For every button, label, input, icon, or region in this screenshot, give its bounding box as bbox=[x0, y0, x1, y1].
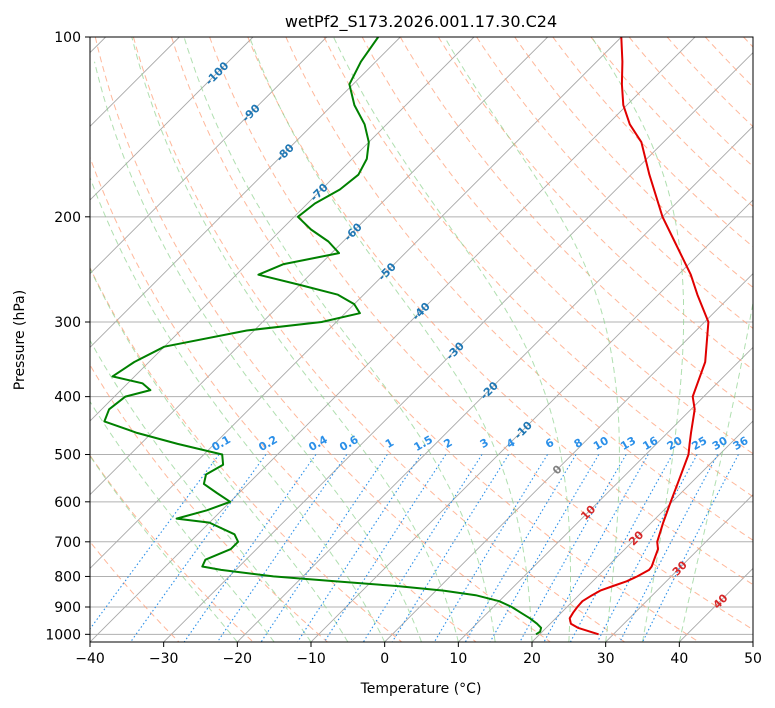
moist-adiabat bbox=[90, 176, 386, 642]
mixing-ratio-line bbox=[183, 454, 317, 642]
moist-adiabat bbox=[249, 37, 533, 642]
x-tick-label: −30 bbox=[149, 651, 179, 667]
y-tick-label: 1000 bbox=[45, 627, 81, 643]
dry-adiabat bbox=[90, 155, 477, 642]
y-tick-label: 800 bbox=[54, 569, 81, 585]
isotherm-line bbox=[90, 37, 401, 348]
isotherm-line bbox=[458, 346, 753, 642]
dry-adiabat bbox=[90, 364, 328, 642]
background-lines bbox=[90, 37, 753, 642]
isotherm-line bbox=[384, 273, 753, 642]
y-tick-label: 700 bbox=[54, 535, 81, 551]
x-tick-label: −10 bbox=[296, 651, 326, 667]
temperature-profile bbox=[568, 37, 710, 636]
mixing-ratio-line bbox=[130, 454, 267, 642]
dry-adiabat bbox=[171, 37, 700, 642]
x-tick-label: 50 bbox=[744, 651, 762, 667]
moist-adiabat bbox=[183, 37, 496, 642]
plot-frame bbox=[89, 36, 754, 643]
mixing-ratio-line bbox=[619, 454, 719, 642]
mixing-ratio-line bbox=[543, 454, 649, 642]
x-tick-label: 0 bbox=[380, 651, 389, 667]
isotherm-line bbox=[531, 420, 753, 642]
isotherm-line bbox=[90, 37, 622, 569]
profile-lines bbox=[103, 37, 710, 636]
moist-adiabat bbox=[90, 267, 349, 642]
mixing-ratio-line bbox=[489, 454, 600, 642]
dry-adiabat bbox=[285, 37, 753, 541]
mixing-ratio-line bbox=[90, 454, 220, 630]
x-tick-label: 30 bbox=[597, 651, 615, 667]
mixing-ratio-line bbox=[260, 454, 388, 642]
x-tick-label: −40 bbox=[75, 651, 105, 667]
isotherm-line bbox=[90, 37, 548, 496]
y-axis-label: Pressure (hPa) bbox=[12, 290, 28, 390]
isotherm-line bbox=[237, 125, 753, 642]
mixing-ratio-line bbox=[642, 454, 739, 642]
y-tick-label: 300 bbox=[54, 315, 81, 331]
y-tick-label: 200 bbox=[54, 210, 81, 226]
dry-adiabat bbox=[514, 37, 753, 289]
x-tick-label: 20 bbox=[523, 651, 541, 667]
mixing-ratio-line bbox=[464, 454, 577, 642]
moist-adiabat bbox=[444, 37, 620, 642]
y-tick-label: 900 bbox=[54, 600, 81, 616]
moist-adiabat bbox=[90, 455, 238, 642]
x-tick-label: −20 bbox=[223, 651, 253, 667]
dry-adiabat bbox=[90, 540, 180, 642]
moist-adiabat bbox=[131, 37, 459, 642]
dry-adiabat bbox=[247, 37, 753, 586]
moist-adiabat bbox=[591, 37, 685, 642]
dry-adiabat bbox=[132, 37, 625, 642]
x-tick-label: 40 bbox=[670, 651, 688, 667]
mixing-ratio-line bbox=[569, 454, 673, 642]
moist-adiabat bbox=[90, 339, 312, 642]
isotherm-line bbox=[90, 37, 696, 642]
dewpoint-profile bbox=[103, 37, 543, 636]
isotherm-line bbox=[90, 37, 475, 422]
mixing-ratio-line bbox=[596, 454, 698, 642]
moist-adiabat bbox=[94, 61, 422, 642]
dry-adiabat bbox=[209, 37, 753, 631]
dry-adiabat bbox=[399, 37, 753, 413]
axis-ticks: −40 −30 −20 −10 0 10 20 30 40 50 100 200 300 400 500 60… bbox=[45, 30, 762, 667]
isotherm-line bbox=[163, 52, 753, 642]
mixing-ratio-line bbox=[433, 454, 548, 642]
isotherm-line bbox=[605, 494, 753, 642]
isotherm-line bbox=[90, 37, 327, 275]
moist-adiabat bbox=[333, 37, 571, 642]
moist-adiabat bbox=[678, 299, 753, 642]
y-tick-label: 100 bbox=[54, 30, 81, 46]
isotherm-line bbox=[310, 199, 753, 642]
chart-title: wetPf2_S173.2026.001.17.30.C24 bbox=[285, 12, 557, 32]
dry-adiabat bbox=[361, 37, 753, 455]
mixing-ratio-line bbox=[297, 454, 422, 642]
y-tick-label: 600 bbox=[54, 495, 81, 511]
moist-adiabat bbox=[90, 400, 275, 642]
y-tick-label: 500 bbox=[54, 448, 81, 464]
mixing-ratio-line bbox=[519, 454, 627, 642]
y-tick-label: 400 bbox=[54, 390, 81, 406]
x-axis-label: Temperature (°C) bbox=[360, 681, 482, 697]
x-tick-label: 10 bbox=[449, 651, 467, 667]
isotherm-line bbox=[90, 37, 254, 201]
